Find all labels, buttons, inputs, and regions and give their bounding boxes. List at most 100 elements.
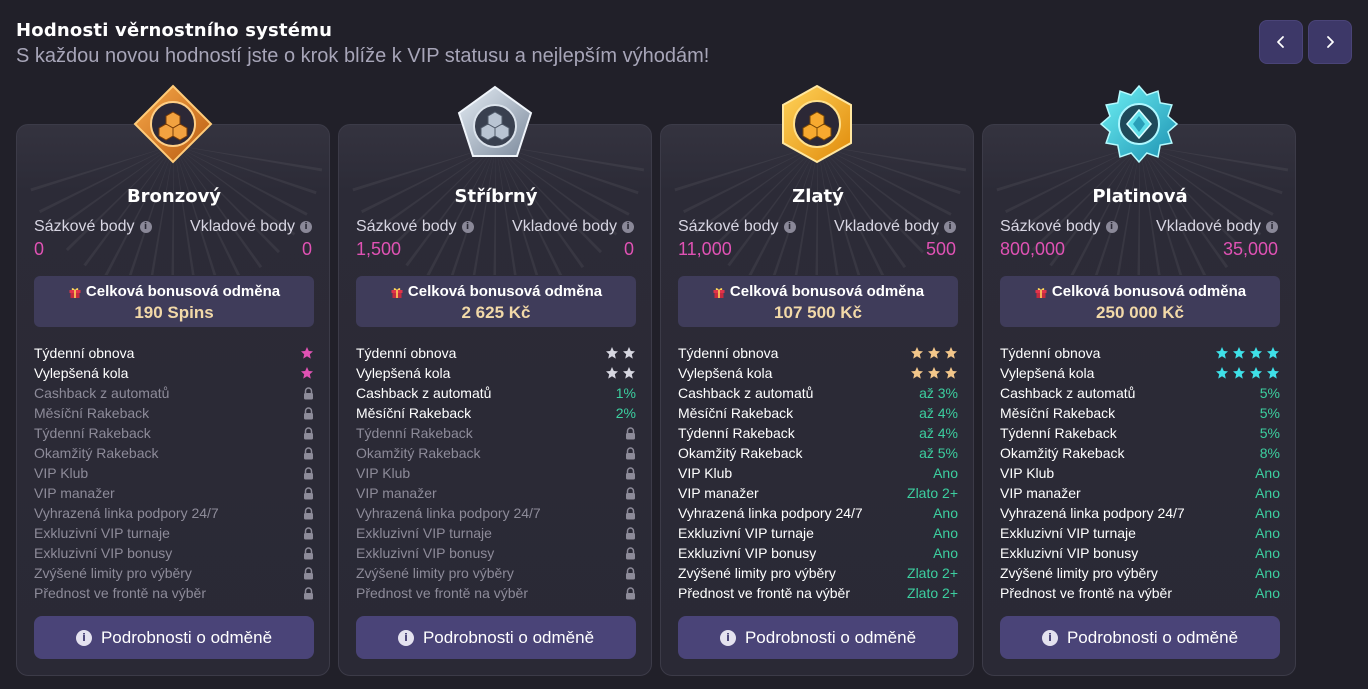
wager-points-label: Sázkové body i xyxy=(678,218,796,236)
feature-row: Zvýšené limity pro výběry xyxy=(356,563,636,583)
feature-row: Měsíční Rakeback xyxy=(34,403,314,423)
wager-points-text: Sázkové body xyxy=(356,218,457,235)
lock-icon xyxy=(626,426,635,439)
deposit-points-value: 0 xyxy=(623,239,634,259)
info-icon[interactable]: i xyxy=(1105,221,1118,233)
prev-button[interactable] xyxy=(1259,20,1303,64)
info-icon: i xyxy=(719,629,736,646)
tier-name: Stříbrný xyxy=(454,186,538,207)
feature-row: Exkluzivní VIP turnaje xyxy=(356,523,636,543)
feature-label: Měsíční Rakeback xyxy=(1000,405,1116,421)
feature-row: Týdenní obnova xyxy=(34,343,314,363)
feature-label: Okamžitý Rakeback xyxy=(678,445,803,461)
feature-label: VIP manažer xyxy=(678,485,759,501)
info-icon[interactable]: i xyxy=(300,221,312,233)
lock-icon xyxy=(626,586,635,599)
feature-label: Exkluzivní VIP turnaje xyxy=(1000,525,1136,541)
feature-row: VIP Klub Ano xyxy=(678,463,958,483)
feature-row: Okamžitý Rakeback 8% xyxy=(1000,443,1280,463)
feature-row: Týdenní Rakeback xyxy=(356,423,636,443)
info-icon[interactable]: i xyxy=(944,221,956,233)
feature-row: Vylepšená kola xyxy=(356,363,636,383)
feature-label: Týdenní Rakeback xyxy=(34,425,151,441)
feature-label: Měsíční Rakeback xyxy=(34,405,150,421)
rating-stars xyxy=(1215,346,1280,360)
lock-icon xyxy=(626,526,635,539)
lock-icon xyxy=(626,466,635,479)
feature-row: VIP manažer xyxy=(356,483,636,503)
reward-details-button[interactable]: i Podrobnosti o odměně xyxy=(1000,616,1280,659)
feature-label: Exkluzivní VIP turnaje xyxy=(678,525,814,541)
wager-points-value: 0 xyxy=(34,239,45,259)
reward-details-button[interactable]: i Podrobnosti o odměně xyxy=(356,616,636,659)
feature-label: VIP manažer xyxy=(356,485,437,501)
tier-name: Zlatý xyxy=(792,186,844,207)
wager-points-value: 800,000 xyxy=(1000,239,1066,259)
feature-label: Cashback z automatů xyxy=(678,385,814,401)
feature-row: Okamžitý Rakeback xyxy=(34,443,314,463)
next-button[interactable] xyxy=(1308,20,1352,64)
feature-row: VIP Klub Ano xyxy=(1000,463,1280,483)
rating-stars xyxy=(910,346,958,360)
info-icon: i xyxy=(397,629,414,646)
feature-value: až 3% xyxy=(919,385,958,401)
feature-row: Okamžitý Rakeback až 5% xyxy=(678,443,958,463)
feature-row: Cashback z automatů 1% xyxy=(356,383,636,403)
info-icon[interactable]: i xyxy=(461,221,474,233)
lock-icon xyxy=(304,406,313,419)
info-icon[interactable]: i xyxy=(1266,221,1278,233)
deposit-points-value: 500 xyxy=(925,239,956,259)
lock-icon xyxy=(304,566,313,579)
feature-value: Ano xyxy=(1255,585,1280,601)
feature-label: VIP Klub xyxy=(678,465,733,481)
star-icon xyxy=(1250,347,1262,359)
total-bonus-label: Celková bonusová odměna xyxy=(34,283,314,300)
info-icon[interactable]: i xyxy=(783,221,796,233)
chevron-right-icon xyxy=(1327,36,1334,48)
feature-label: Vyhrazená linka podpory 24/7 xyxy=(1000,505,1185,521)
feature-list: Týdenní obnova Vylepšená kola Cashback z… xyxy=(678,343,958,603)
feature-label: Vylepšená kola xyxy=(356,365,451,381)
tier-name: Platinová xyxy=(1092,186,1188,207)
feature-row: Okamžitý Rakeback xyxy=(356,443,636,463)
feature-row: Exkluzivní VIP bonusy Ano xyxy=(678,543,958,563)
feature-value: Zlato 2+ xyxy=(907,485,958,501)
feature-row: Přednost ve frontě na výběr xyxy=(34,583,314,603)
feature-row: Týdenní Rakeback až 4% xyxy=(678,423,958,443)
feature-value: až 5% xyxy=(919,445,958,461)
star-icon xyxy=(1267,347,1279,359)
feature-row: Vyhrazená linka podpory 24/7 Ano xyxy=(1000,503,1280,523)
info-icon: i xyxy=(75,629,92,646)
feature-value: Ano xyxy=(933,465,958,481)
reward-details-button[interactable]: i Podrobnosti o odměně xyxy=(678,616,958,659)
feature-label: Týdenní Rakeback xyxy=(356,425,473,441)
star-icon xyxy=(623,347,635,359)
feature-row: Měsíční Rakeback 5% xyxy=(1000,403,1280,423)
reward-details-label: Podrobnosti o odměně xyxy=(1066,627,1239,647)
wager-points-text: Sázkové body xyxy=(1000,218,1101,235)
feature-label: Vyhrazená linka podpory 24/7 xyxy=(678,505,863,521)
feature-label: VIP manažer xyxy=(1000,485,1081,501)
reward-details-label: Podrobnosti o odměně xyxy=(100,627,273,647)
feature-list: Týdenní obnova Vylepšená kola Cashback z… xyxy=(356,343,636,603)
lock-icon xyxy=(304,486,313,499)
reward-details-button[interactable]: i Podrobnosti o odměně xyxy=(34,616,314,659)
feature-label: Vyhrazená linka podpory 24/7 xyxy=(34,505,219,521)
lock-icon xyxy=(304,426,313,439)
feature-value: Ano xyxy=(1255,485,1280,501)
total-bonus-box: Celková bonusová odměna 2 625 Kč xyxy=(356,276,636,327)
feature-label: Přednost ve frontě na výběr xyxy=(356,585,528,601)
star-icon xyxy=(301,367,313,379)
feature-label: Vyhrazená linka podpory 24/7 xyxy=(356,505,541,521)
star-icon xyxy=(1250,367,1262,379)
feature-value: až 4% xyxy=(919,405,958,421)
info-icon[interactable]: i xyxy=(139,221,152,233)
feature-label: Exkluzivní VIP bonusy xyxy=(356,545,495,561)
lock-icon xyxy=(304,466,313,479)
total-bonus-box: Celková bonusová odměna 190 Spins xyxy=(34,276,314,327)
info-icon[interactable]: i xyxy=(622,221,634,233)
feature-row: Exkluzivní VIP turnaje Ano xyxy=(678,523,958,543)
feature-row: Přednost ve frontě na výběr xyxy=(356,583,636,603)
star-icon xyxy=(945,347,957,359)
star-icon xyxy=(623,367,635,379)
